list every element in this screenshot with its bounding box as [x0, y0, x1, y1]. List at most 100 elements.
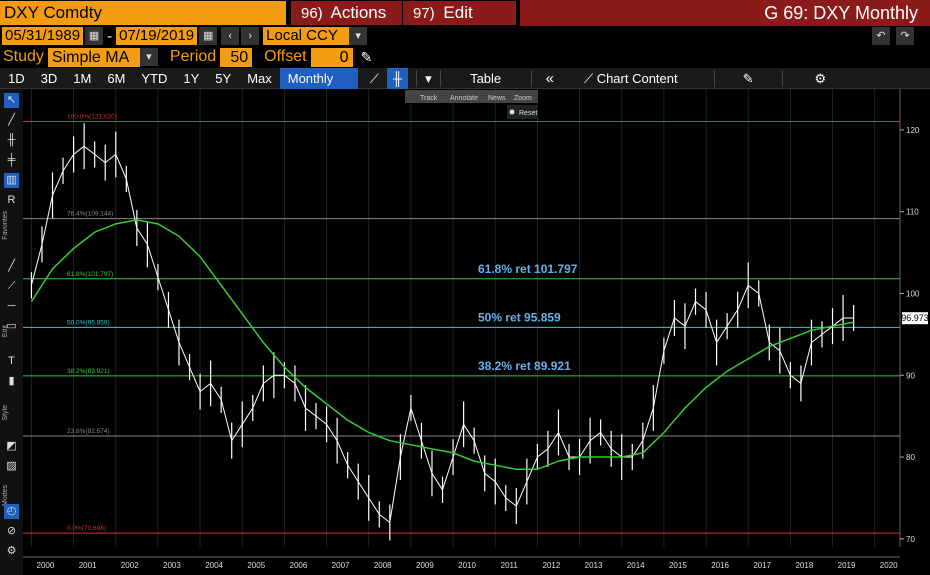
edit-label: Edit — [443, 3, 473, 22]
dropdown-arrow-icon[interactable]: ▾ — [139, 48, 158, 66]
x-tick-label: 2006 — [290, 561, 308, 570]
x-tick-label: 2001 — [79, 561, 97, 570]
favorites-label: Favorites — [2, 211, 9, 240]
cursor-icon[interactable]: ↖ — [4, 93, 19, 108]
ticker-field[interactable]: DXY Comdty — [0, 1, 286, 25]
range-6m[interactable]: 6M — [107, 70, 126, 86]
range-1d[interactable]: 1D — [8, 70, 25, 86]
r-tool-icon[interactable]: R — [7, 194, 16, 206]
x-tick-label: 2004 — [205, 561, 223, 570]
pencil-icon[interactable]: ✎ — [360, 48, 373, 65]
range-5y[interactable]: 5Y — [215, 70, 232, 86]
annotation-label: 38.2% ret 89.921 — [478, 359, 571, 373]
dropdown-arrow-icon[interactable]: ▾ — [425, 70, 432, 86]
calendar-icon[interactable]: ▦ — [199, 27, 218, 45]
pattern-icon[interactable]: ▨ — [6, 460, 17, 472]
divider — [416, 69, 418, 87]
horizontal-line-icon[interactable]: ─ — [7, 300, 16, 312]
range-1m[interactable]: 1M — [73, 70, 92, 86]
chart-content-icon: ⟋ — [583, 70, 594, 86]
price-chart[interactable]: 100.0%(121.020) 76.4%(109.144) 61.8%(101.7… — [0, 89, 930, 575]
last-price-tag: 96.973 — [901, 312, 929, 325]
gear-icon[interactable]: ⚙ — [814, 70, 827, 86]
y-tick-label: 120 — [906, 126, 920, 135]
edit-button[interactable]: 97) Edit — [402, 1, 516, 25]
date-separator: - — [107, 27, 113, 45]
modes-label: Modes — [2, 485, 9, 507]
divider — [781, 69, 783, 87]
bar-tool-icon[interactable]: ╫ — [7, 134, 16, 146]
period-field[interactable]: 50 — [220, 47, 253, 67]
color-icon[interactable]: ◩ — [6, 440, 17, 452]
range-max[interactable]: Max — [247, 70, 272, 86]
fib-levels: 100.0%(121.020) 76.4%(109.144) 61.8%(101.7… — [23, 114, 900, 534]
actions-num: 96) — [301, 5, 323, 22]
price-line — [30, 145, 854, 524]
study-tool-icon[interactable]: ▥ — [4, 173, 19, 188]
frequency-select[interactable]: Monthly ▼ — [279, 67, 358, 107]
x-tick-label: 2007 — [332, 561, 350, 570]
x-tick-label: 2018 — [795, 561, 813, 570]
channel-icon[interactable]: ▭ — [6, 320, 17, 332]
study-select[interactable]: Simple MA — [47, 47, 140, 67]
header-bar: DXY Comdty 96) Actions 97) Edit G 69: DX… — [0, 0, 930, 26]
mini-zoom[interactable]: Zoom — [514, 95, 532, 102]
reset-button[interactable]: Reset — [519, 110, 537, 117]
start-date-field[interactable]: 05/31/1989 — [2, 27, 84, 45]
style-label: Style — [2, 405, 9, 421]
toolbar: 1D 3D 1M 6M YTD 1Y 5Y Max Monthly ▼ ⟋ ╫ … — [0, 67, 930, 107]
chevron-right-icon[interactable]: › — [241, 27, 260, 45]
chart-content-button[interactable]: ⟋ Chart Content — [576, 68, 686, 89]
undo-icon[interactable]: ↶ — [872, 27, 890, 45]
edit-num: 97) — [413, 5, 435, 22]
text-tool-icon[interactable]: T — [8, 355, 15, 367]
settings-icon[interactable]: ⚙ — [6, 545, 17, 557]
study-label: Study — [3, 48, 44, 65]
trash-icon[interactable]: ▮ — [8, 375, 15, 387]
dropdown-arrow-icon[interactable]: ▾ — [349, 27, 368, 45]
study-bar: Study Simple MA ▾ Period 50 Offset 0 ✎ — [0, 46, 930, 68]
bar-chart-icon[interactable]: ╫ — [386, 67, 409, 89]
mini-toolbar-bg — [405, 90, 538, 103]
collapse-icon[interactable]: « — [545, 69, 554, 87]
divider — [530, 69, 532, 87]
x-tick-label: 2005 — [247, 561, 265, 570]
calendar-icon[interactable]: ▦ — [85, 27, 104, 45]
period-label: Period — [169, 48, 217, 65]
x-tick-label: 2019 — [838, 561, 856, 570]
reset-icon — [509, 109, 515, 115]
currency-select[interactable]: Local CCY — [263, 27, 350, 45]
x-tick-label: 2009 — [416, 561, 434, 570]
x-tick-label: 2016 — [711, 561, 729, 570]
link-icon[interactable]: ⊘ — [6, 525, 17, 537]
range-1y[interactable]: 1Y — [183, 70, 200, 86]
chevron-left-icon[interactable]: ‹ — [221, 27, 240, 45]
x-tick-label: 2014 — [627, 561, 645, 570]
divider — [439, 69, 441, 87]
range-3d[interactable]: 3D — [40, 70, 58, 86]
end-date-field[interactable]: 07/19/2019 — [116, 27, 198, 45]
mini-track[interactable]: Track — [420, 95, 438, 102]
annotate-icon[interactable]: ✎ — [742, 70, 754, 86]
mini-toolbar: Track Annotate News Zoom Reset — [405, 90, 538, 119]
line-tool-icon[interactable]: ╱ — [8, 114, 15, 126]
mode-icon[interactable]: ◴ — [4, 504, 19, 519]
brush-icon[interactable]: ╱ — [8, 260, 15, 272]
range-ytd[interactable]: YTD — [141, 70, 168, 86]
fib-label: 76.4%(109.144) — [67, 211, 113, 218]
x-tick-label: 2020 — [880, 561, 898, 570]
offset-field[interactable]: 0 — [310, 47, 353, 67]
actions-label: Actions — [330, 3, 387, 22]
chart-content-label: Chart Content — [596, 70, 678, 86]
mini-news[interactable]: News — [488, 95, 506, 102]
candle-tool-icon[interactable]: ╪ — [7, 154, 16, 166]
redo-icon[interactable]: ↷ — [896, 27, 914, 45]
table-button[interactable]: Table — [470, 70, 502, 86]
annotation-label: 61.8% ret 101.797 — [478, 262, 578, 276]
actions-button[interactable]: 96) Actions — [290, 1, 402, 25]
left-tool-sidebar: ↖ ╱ ╫ ╪ ▥ R Favorites ╱ ⟋ ─ ▭ Edit T ▮ S… — [0, 89, 23, 575]
mini-annotate[interactable]: Annotate — [450, 95, 478, 102]
trend-line-icon[interactable]: ⟋ — [7, 280, 16, 292]
x-tick-label: 2015 — [669, 561, 687, 570]
line-chart-icon[interactable]: ⟋ — [369, 70, 379, 86]
